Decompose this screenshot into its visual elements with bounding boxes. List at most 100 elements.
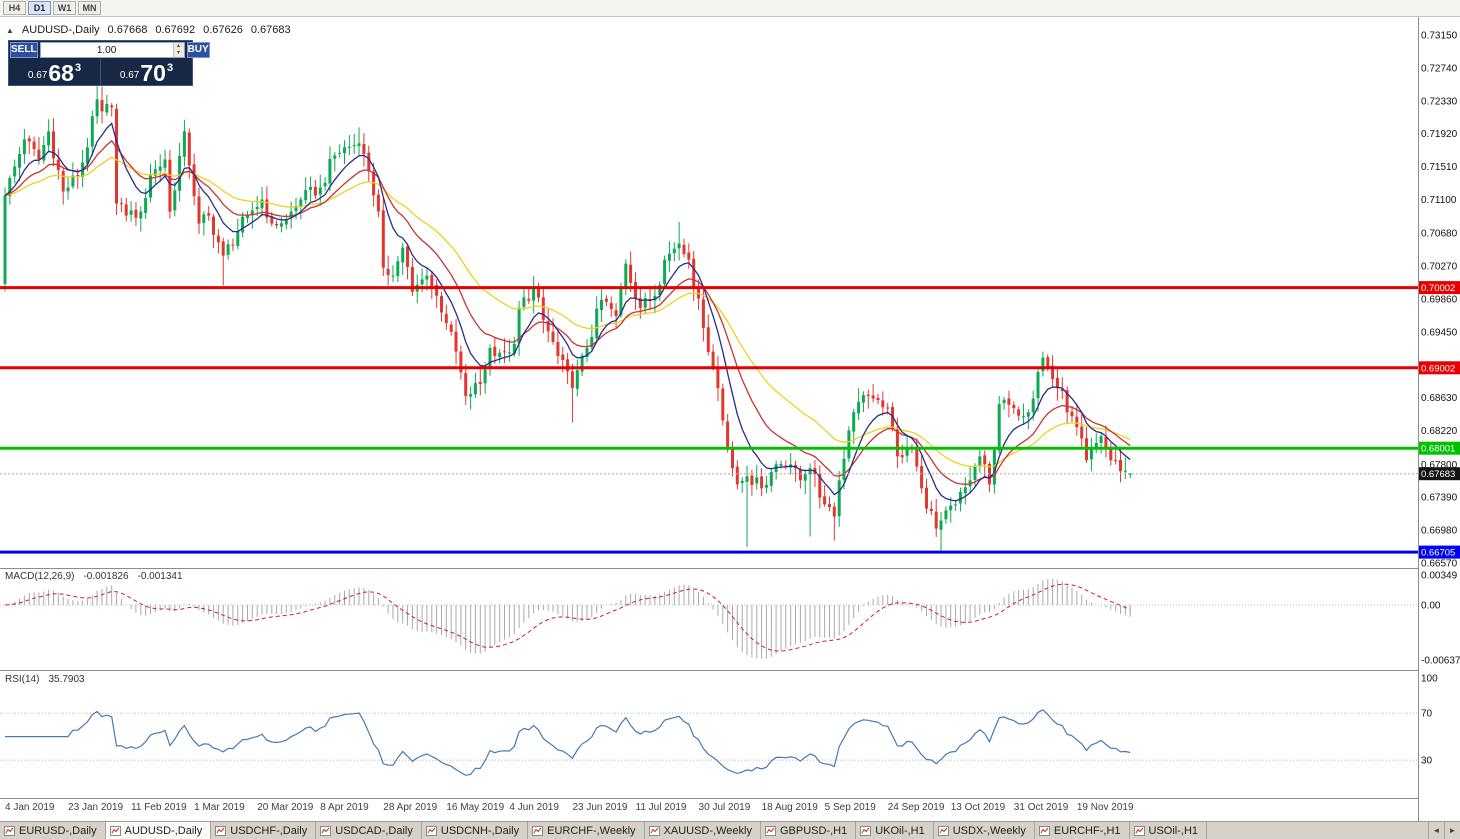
macd-header: MACD(12,26,9) -0.001826 -0.001341	[5, 571, 183, 582]
svg-text:0.00: 0.00	[1421, 601, 1441, 612]
chart-icon	[648, 825, 660, 836]
chart-tab-eurchf-weekly[interactable]: EURCHF-,Weekly	[528, 822, 645, 839]
svg-text:-0.00637: -0.00637	[1421, 655, 1460, 666]
svg-text:24 Sep 2019: 24 Sep 2019	[888, 802, 945, 813]
chart-icon	[937, 825, 949, 836]
price-badge-0.70002: 0.70002	[1419, 281, 1460, 295]
chart-tab-xauusd-weekly[interactable]: XAUUSD-,Weekly	[645, 822, 761, 839]
price-scale[interactable]: 0.73150 0.72740 0.72330 0.71920 0.71510 0.711…	[1418, 17, 1460, 821]
ma-line-8	[4, 122, 1131, 502]
svg-text:31 Oct 2019: 31 Oct 2019	[1014, 802, 1069, 813]
volume-box: ▴ ▾	[39, 42, 185, 58]
tab-scroll: ◄ ►	[1428, 821, 1460, 839]
chart-icon	[4, 825, 15, 836]
sell-price-sup: 3	[74, 62, 82, 74]
chart-tab-gbpusd-h1[interactable]: GBPUSD-,H1	[761, 822, 857, 839]
price-badge-0.68001: 0.68001	[1419, 441, 1460, 455]
tab-label: USOil-,H1	[1148, 824, 1199, 837]
svg-text:0.68220: 0.68220	[1421, 426, 1458, 437]
svg-text:0.67390: 0.67390	[1421, 493, 1458, 504]
svg-text:0.72330: 0.72330	[1421, 96, 1458, 107]
svg-text:0.71100: 0.71100	[1421, 195, 1457, 206]
tab-label: USDX-,Weekly	[952, 824, 1026, 837]
svg-text:0.72740: 0.72740	[1421, 63, 1458, 74]
svg-text:0.66980: 0.66980	[1421, 526, 1458, 537]
svg-text:0.73150: 0.73150	[1421, 31, 1458, 42]
tab-scroll-right-button[interactable]: ►	[1444, 821, 1460, 839]
spinner-up-icon[interactable]: ▴	[177, 43, 181, 49]
svg-text:23 Jun 2019: 23 Jun 2019	[572, 802, 627, 813]
bottom-tab-bar: EURUSD-,Daily AUDUSD-,Daily USDCHF-,Daily U…	[0, 821, 1460, 839]
chart-icon	[764, 825, 776, 836]
period-button-mn[interactable]: MN	[78, 1, 101, 15]
buy-price[interactable]: 0.67 70 3	[101, 59, 192, 85]
tab-label: XAUUSD-,Weekly	[663, 824, 752, 837]
macd-panel	[0, 578, 1418, 659]
sell-price[interactable]: 0.67 68 3	[9, 59, 100, 85]
chart-icon	[860, 825, 872, 836]
tab-label: AUDUSD-,Daily	[124, 824, 203, 837]
chart-tab-usoil-h1[interactable]: USOil-,H1	[1130, 822, 1208, 839]
tab-label: USDCNH-,Daily	[440, 824, 520, 837]
tab-scroll-left-button[interactable]: ◄	[1428, 821, 1444, 839]
svg-text:0.67800: 0.67800	[1421, 460, 1458, 471]
period-button-w1[interactable]: W1	[53, 1, 76, 15]
svg-text:0.69860: 0.69860	[1421, 294, 1458, 305]
timeframe-toolbar: H4 D1 W1 MN	[0, 0, 1460, 17]
price-divider	[100, 59, 101, 85]
period-button-h4[interactable]: H4	[3, 1, 26, 15]
chart-tab-eurchf-h1[interactable]: EURCHF-,H1	[1035, 822, 1130, 839]
svg-text:19 Nov 2019: 19 Nov 2019	[1077, 802, 1134, 813]
ohlc-open: 0.67668	[107, 24, 148, 36]
chart-icon	[1133, 825, 1145, 836]
volume-input[interactable]	[40, 43, 173, 57]
svg-text:30 Jul 2019: 30 Jul 2019	[699, 802, 751, 813]
svg-text:5 Sep 2019: 5 Sep 2019	[825, 802, 877, 813]
chart-tab-audusd-daily[interactable]: AUDUSD-,Daily	[105, 822, 212, 839]
chart-icon	[532, 825, 544, 836]
candles-layer	[3, 84, 1132, 553]
chart-tab-usdcad-daily[interactable]: USDCAD-,Daily	[316, 822, 422, 839]
chart-tab-eurusd-daily[interactable]: EURUSD-,Daily	[0, 822, 106, 839]
chart-icon	[425, 825, 437, 836]
svg-text:0.68001: 0.68001	[1421, 444, 1455, 455]
sell-button[interactable]: SELL	[10, 42, 38, 58]
ohlc-high: 0.67692	[155, 24, 196, 36]
rsi-header: RSI(14) 35.7903	[5, 674, 85, 685]
svg-text:28 Apr 2019: 28 Apr 2019	[383, 802, 437, 813]
svg-text:30: 30	[1421, 756, 1433, 767]
sell-price-big: 68	[48, 60, 74, 86]
volume-spinner[interactable]: ▴ ▾	[172, 43, 184, 57]
svg-text:16 May 2019: 16 May 2019	[446, 802, 504, 813]
svg-text:0.70002: 0.70002	[1421, 283, 1455, 294]
chart-tab-usdcnh-daily[interactable]: USDCNH-,Daily	[422, 822, 529, 839]
tab-label: GBPUSD-,H1	[779, 824, 848, 837]
tab-label: USDCHF-,Daily	[230, 824, 308, 837]
chart-tab-usdchf-daily[interactable]: USDCHF-,Daily	[211, 822, 317, 839]
svg-text:0.71920: 0.71920	[1421, 129, 1458, 140]
svg-text:1 Mar 2019: 1 Mar 2019	[194, 802, 245, 813]
buy-button[interactable]: BUY	[186, 42, 210, 58]
chart-tab-ukoil-h1[interactable]: UKOil-,H1	[856, 822, 934, 839]
svg-text:11 Feb 2019: 11 Feb 2019	[131, 802, 187, 813]
chart-icon	[320, 825, 332, 836]
svg-text:100: 100	[1421, 674, 1438, 685]
svg-text:20 Mar 2019: 20 Mar 2019	[257, 802, 314, 813]
rsi-label: RSI(14)	[5, 674, 40, 685]
tab-label: USDCAD-,Daily	[335, 824, 413, 837]
time-scale[interactable]: 4 Jan 2019 23 Jan 2019 11 Feb 2019 1 Mar 20…	[5, 802, 1134, 813]
chart-tab-usdx-weekly[interactable]: USDX-,Weekly	[934, 822, 1035, 839]
spinner-down-icon[interactable]: ▾	[177, 50, 181, 56]
svg-text:0.69002: 0.69002	[1421, 363, 1455, 374]
svg-text:0.66570: 0.66570	[1421, 558, 1458, 569]
svg-text:70: 70	[1421, 709, 1433, 720]
svg-text:18 Aug 2019: 18 Aug 2019	[762, 802, 819, 813]
period-button-d1[interactable]: D1	[28, 1, 51, 15]
tab-label: UKOil-,H1	[875, 824, 925, 837]
tab-label: EURUSD-,Daily	[19, 824, 97, 837]
svg-text:11 Jul 2019: 11 Jul 2019	[636, 802, 687, 813]
price-badge-0.66705: 0.66705	[1419, 545, 1460, 559]
svg-text:0.70270: 0.70270	[1421, 262, 1458, 273]
buy-price-base: 0.67	[119, 70, 140, 81]
